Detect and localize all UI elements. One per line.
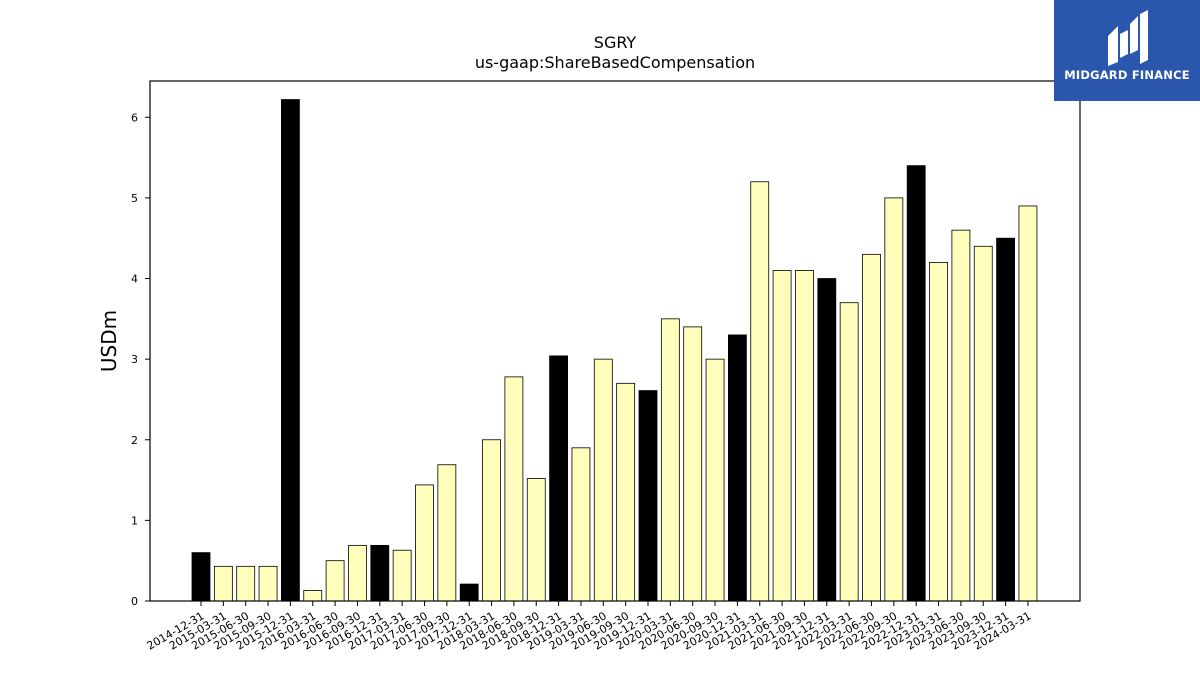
y-tick-label: 3 <box>131 353 138 366</box>
bar-2023-03-31 <box>929 261 948 602</box>
bars-group <box>191 99 1038 602</box>
bar-2019-09-30 <box>616 382 636 602</box>
bar-2022-09-30 <box>884 197 904 602</box>
bar-2015-06-30 <box>236 565 256 602</box>
bar-2018-12-31 <box>549 355 568 602</box>
y-ticks-group: 0 1 2 3 4 5 6 <box>131 111 150 608</box>
bar-2021-06-30 <box>772 270 792 602</box>
logo-text: MIDGARD FINANCE <box>1064 68 1190 82</box>
bar-2020-03-31 <box>660 318 680 602</box>
bar-2023-12-31 <box>996 237 1015 602</box>
y-tick-label: 5 <box>131 192 138 205</box>
bar-2022-03-31 <box>839 302 859 602</box>
bar-2015-12-31 <box>280 99 300 602</box>
bar-2022-12-31 <box>906 165 926 602</box>
bar-2020-09-30 <box>705 358 725 602</box>
brand-logo: MIDGARD FINANCE <box>1054 0 1200 101</box>
bar-2021-12-31 <box>817 278 837 602</box>
bar-2015-03-31 <box>213 565 233 602</box>
plot-frame <box>149 80 1081 602</box>
y-tick-label: 6 <box>131 111 138 124</box>
bar-2019-12-31 <box>638 390 658 602</box>
bar-2023-09-30 <box>973 245 993 602</box>
bar-2024-03-31 <box>1018 205 1038 602</box>
bar-2017-12-31 <box>459 583 479 602</box>
bar-2021-03-31 <box>750 181 770 602</box>
y-axis-label: USDm <box>97 310 121 372</box>
x-ticks-group: 2014-12-312015-03-312015-06-302015-09-30… <box>145 601 1033 653</box>
bar-2017-06-30 <box>415 484 434 602</box>
bar-2020-12-31 <box>728 334 747 602</box>
y-tick-label: 4 <box>131 273 138 286</box>
bar-2018-09-30 <box>526 478 546 602</box>
chart-subtitle: us-gaap:ShareBasedCompensation <box>475 53 755 72</box>
bar-2018-06-30 <box>504 376 524 602</box>
bar-2014-12-31 <box>191 552 211 602</box>
bar-2016-06-30 <box>325 560 345 602</box>
bar-2022-06-30 <box>862 253 881 602</box>
bar-2019-06-30 <box>593 358 613 602</box>
y-tick-label: 2 <box>131 434 138 447</box>
chart-title: SGRY <box>594 33 637 52</box>
bar-2019-03-31 <box>571 447 591 602</box>
bar-2018-03-31 <box>482 439 501 602</box>
logo-mark-icon <box>1108 10 1148 66</box>
bar-2017-03-31 <box>392 549 412 602</box>
bar-2023-06-30 <box>951 229 971 602</box>
bar-2017-09-30 <box>437 464 457 602</box>
bar-2021-09-30 <box>795 270 814 602</box>
bar-2016-09-30 <box>348 544 367 602</box>
bar-2015-09-30 <box>258 565 278 602</box>
bar-2016-12-31 <box>370 544 390 602</box>
y-tick-label: 0 <box>131 595 138 608</box>
bar-2020-06-30 <box>683 326 703 602</box>
y-tick-label: 1 <box>131 514 138 527</box>
bar-2016-03-31 <box>303 590 323 602</box>
